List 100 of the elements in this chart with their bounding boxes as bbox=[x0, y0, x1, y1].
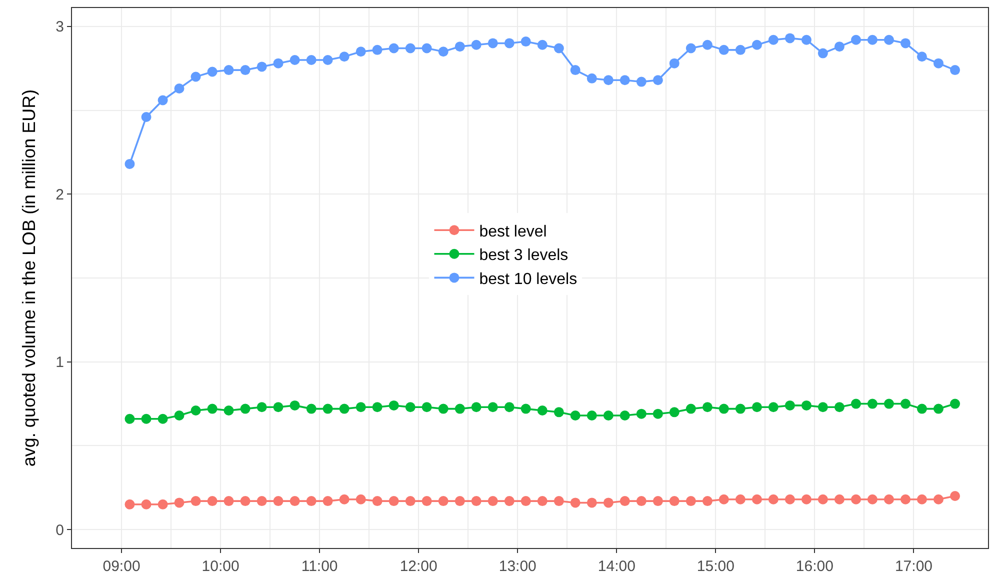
point bbox=[388, 400, 399, 410]
point bbox=[586, 410, 597, 421]
point bbox=[504, 496, 514, 506]
point bbox=[834, 494, 844, 504]
point bbox=[158, 499, 168, 510]
point bbox=[290, 496, 300, 506]
point bbox=[488, 402, 498, 412]
x-tick-label: 11:00 bbox=[301, 558, 338, 575]
point bbox=[306, 496, 316, 506]
point bbox=[686, 43, 696, 54]
point bbox=[356, 494, 366, 504]
point bbox=[537, 496, 548, 506]
point bbox=[669, 58, 680, 68]
point bbox=[768, 34, 778, 45]
point bbox=[207, 404, 218, 414]
x-tick-label: 16:00 bbox=[796, 558, 834, 575]
point bbox=[240, 496, 250, 506]
y-tick-label: 2 bbox=[56, 186, 64, 204]
point bbox=[884, 494, 894, 504]
point bbox=[669, 496, 680, 506]
point bbox=[686, 404, 696, 414]
point bbox=[702, 40, 712, 50]
point bbox=[256, 62, 267, 72]
point bbox=[603, 498, 614, 508]
point bbox=[158, 414, 168, 424]
point bbox=[867, 398, 878, 409]
point bbox=[735, 44, 746, 55]
point bbox=[471, 402, 482, 412]
point bbox=[652, 75, 663, 86]
point bbox=[620, 496, 630, 506]
point bbox=[207, 66, 218, 77]
point bbox=[834, 402, 844, 412]
point bbox=[900, 38, 911, 48]
point bbox=[554, 496, 564, 506]
x-tick-label: 17:00 bbox=[894, 558, 933, 575]
point bbox=[586, 73, 597, 84]
point bbox=[718, 494, 729, 504]
point bbox=[141, 414, 152, 424]
point bbox=[950, 491, 960, 502]
point bbox=[438, 496, 448, 506]
point bbox=[124, 499, 135, 510]
point bbox=[240, 65, 250, 76]
point bbox=[834, 42, 844, 52]
point bbox=[784, 400, 795, 410]
legend-label: best 3 levels bbox=[479, 247, 568, 264]
point bbox=[504, 402, 514, 412]
point bbox=[322, 496, 333, 506]
point bbox=[686, 496, 696, 506]
point bbox=[141, 499, 152, 510]
point bbox=[652, 408, 663, 419]
point bbox=[405, 43, 416, 54]
point bbox=[438, 46, 448, 57]
point bbox=[207, 496, 218, 506]
point bbox=[504, 38, 514, 48]
point bbox=[190, 72, 201, 82]
point bbox=[916, 52, 927, 62]
point bbox=[290, 54, 300, 65]
point bbox=[900, 494, 911, 504]
point bbox=[372, 44, 382, 55]
point bbox=[801, 400, 812, 410]
point bbox=[422, 43, 432, 54]
point bbox=[124, 414, 135, 424]
point bbox=[520, 404, 531, 414]
point bbox=[554, 407, 564, 418]
point bbox=[669, 407, 680, 418]
point bbox=[636, 408, 646, 419]
point bbox=[702, 496, 712, 506]
point bbox=[124, 158, 135, 169]
point bbox=[570, 498, 580, 508]
point bbox=[933, 58, 944, 68]
point bbox=[620, 75, 630, 86]
point bbox=[537, 40, 548, 50]
point bbox=[339, 52, 350, 62]
point bbox=[801, 34, 812, 45]
point bbox=[933, 404, 944, 414]
point bbox=[950, 65, 960, 76]
point bbox=[818, 494, 828, 504]
point bbox=[586, 498, 597, 508]
point bbox=[174, 498, 184, 508]
x-tick-label: 10:00 bbox=[202, 558, 240, 575]
point bbox=[405, 402, 416, 412]
y-tick-label: 0 bbox=[56, 522, 64, 539]
point bbox=[471, 496, 482, 506]
point bbox=[488, 38, 498, 48]
point bbox=[603, 410, 614, 421]
point bbox=[916, 494, 927, 504]
point bbox=[190, 496, 201, 506]
x-tick-label: 15:00 bbox=[696, 558, 734, 575]
point bbox=[322, 54, 333, 65]
point bbox=[422, 402, 432, 412]
point bbox=[422, 496, 432, 506]
point bbox=[454, 404, 465, 414]
point bbox=[768, 402, 778, 412]
point bbox=[768, 494, 778, 504]
point bbox=[224, 405, 234, 416]
point bbox=[273, 496, 284, 506]
point bbox=[933, 494, 944, 504]
point bbox=[851, 398, 861, 409]
point bbox=[735, 494, 746, 504]
x-tick-label: 09:00 bbox=[102, 558, 140, 575]
